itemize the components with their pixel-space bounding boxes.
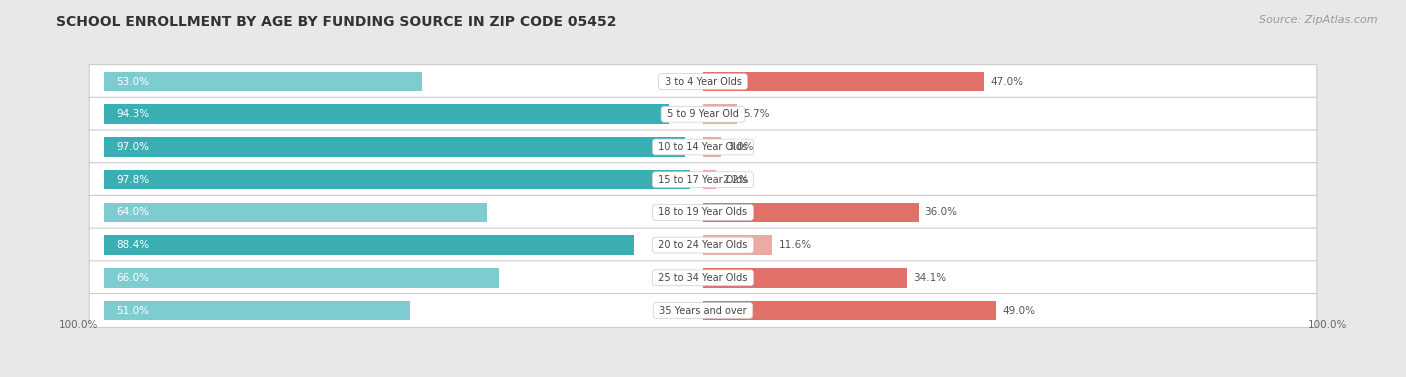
Bar [703, 268, 907, 288]
Text: 35 Years and over: 35 Years and over [657, 305, 749, 316]
Text: 20 to 24 Year Olds: 20 to 24 Year Olds [655, 240, 751, 250]
Text: 25 to 34 Year Olds: 25 to 34 Year Olds [655, 273, 751, 283]
FancyBboxPatch shape [89, 228, 1317, 262]
Text: 53.0%: 53.0% [117, 77, 149, 87]
Text: 3 to 4 Year Olds: 3 to 4 Year Olds [661, 77, 745, 87]
Text: 51.0%: 51.0% [117, 305, 149, 316]
Bar [703, 235, 772, 255]
Text: 3.0%: 3.0% [727, 142, 754, 152]
Text: 5.7%: 5.7% [744, 109, 769, 119]
Text: 49.0%: 49.0% [1002, 305, 1035, 316]
Text: 18 to 19 Year Olds: 18 to 19 Year Olds [655, 207, 751, 218]
Text: 66.0%: 66.0% [117, 273, 149, 283]
Bar [703, 137, 721, 157]
Legend: Public School, Private School: Public School, Private School [596, 375, 810, 377]
Text: 2.2%: 2.2% [723, 175, 748, 185]
Text: 34.1%: 34.1% [914, 273, 946, 283]
Bar [703, 72, 984, 91]
FancyBboxPatch shape [89, 294, 1317, 328]
Text: 47.0%: 47.0% [990, 77, 1024, 87]
FancyBboxPatch shape [89, 130, 1317, 164]
Text: 15 to 17 Year Olds: 15 to 17 Year Olds [655, 175, 751, 185]
Text: 64.0%: 64.0% [117, 207, 149, 218]
Bar [703, 202, 918, 222]
Text: 10 to 14 Year Olds: 10 to 14 Year Olds [655, 142, 751, 152]
Text: 88.4%: 88.4% [117, 240, 149, 250]
FancyBboxPatch shape [89, 163, 1317, 197]
Bar [104, 202, 488, 222]
Text: 97.8%: 97.8% [117, 175, 149, 185]
FancyBboxPatch shape [89, 97, 1317, 131]
Bar [104, 268, 499, 288]
FancyBboxPatch shape [89, 195, 1317, 229]
Text: 97.0%: 97.0% [117, 142, 149, 152]
Text: 100.0%: 100.0% [59, 320, 98, 330]
Text: 36.0%: 36.0% [925, 207, 957, 218]
FancyBboxPatch shape [89, 261, 1317, 295]
FancyBboxPatch shape [89, 64, 1317, 98]
Bar [703, 104, 737, 124]
Bar [104, 137, 685, 157]
Bar [703, 301, 997, 320]
Bar [104, 170, 690, 190]
Text: 94.3%: 94.3% [117, 109, 149, 119]
Bar [703, 170, 716, 190]
Bar [104, 104, 669, 124]
Bar [104, 235, 634, 255]
Text: Source: ZipAtlas.com: Source: ZipAtlas.com [1260, 15, 1378, 25]
Bar [104, 72, 422, 91]
Text: SCHOOL ENROLLMENT BY AGE BY FUNDING SOURCE IN ZIP CODE 05452: SCHOOL ENROLLMENT BY AGE BY FUNDING SOUR… [56, 15, 617, 29]
Text: 5 to 9 Year Old: 5 to 9 Year Old [664, 109, 742, 119]
Text: 11.6%: 11.6% [779, 240, 811, 250]
Bar [104, 301, 409, 320]
Text: 100.0%: 100.0% [1308, 320, 1347, 330]
